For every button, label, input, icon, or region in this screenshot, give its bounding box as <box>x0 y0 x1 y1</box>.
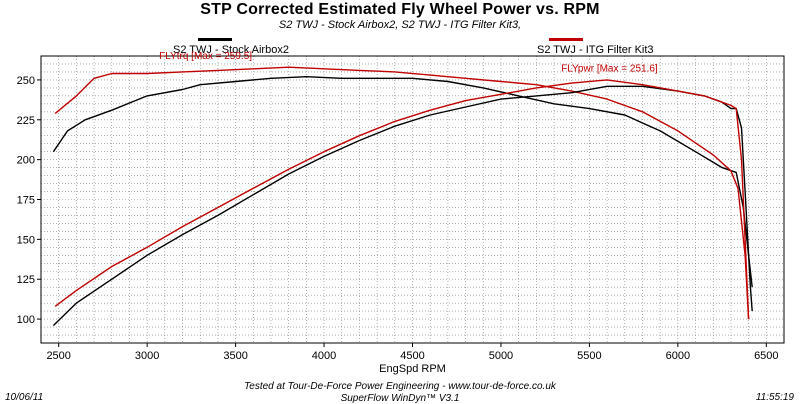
x-tick-label: 5500 <box>577 350 601 362</box>
annotation-flytrq-max: FLYtrq [Max = 259.5] <box>159 51 252 62</box>
x-tick-label: 3000 <box>135 350 159 362</box>
x-tick-label: 6000 <box>666 350 690 362</box>
series-line-stock-flypwr <box>52 85 753 327</box>
footer-date: 10/06/11 <box>5 392 44 403</box>
y-tick-label: 175 <box>17 195 35 207</box>
x-axis: 2500 3000 3500 4000 4500 5000 5500 6000 6500 <box>46 343 779 362</box>
x-tick-label: 3500 <box>223 350 247 362</box>
footer-software: SuperFlow WinDyn™ V3.1 <box>340 393 460 404</box>
legend-swatch-itg <box>549 38 583 41</box>
annotation-flypwr-max: FLYpwr [Max = 251.6] <box>561 63 658 74</box>
x-tick-label: 2500 <box>46 350 70 362</box>
legend-label-itg: S2 TWJ - ITG Filter Kit3 <box>537 44 654 56</box>
series-line-itg-flytrq <box>54 66 750 320</box>
series-line-itg-flypwr <box>54 79 750 320</box>
series-lines <box>52 66 753 327</box>
y-tick-label: 250 <box>17 75 35 87</box>
y-axis: 100 125 150 175 200 225 250 <box>17 75 41 326</box>
series-line-stock-flytrq <box>52 76 753 288</box>
x-tick-label: 4500 <box>400 350 424 362</box>
footer-tested-at: Tested at Tour-De-Force Power Engineerin… <box>244 381 556 392</box>
footer-time: 11:55:19 <box>755 392 794 403</box>
x-tick-label: 5000 <box>489 350 513 362</box>
y-tick-label: 100 <box>17 314 35 326</box>
y-tick-label: 225 <box>17 115 35 127</box>
legend-label-stock: S2 TWJ - Stock Airbox2 <box>173 44 289 56</box>
y-tick-label: 150 <box>17 234 35 246</box>
y-tick-label: 125 <box>17 274 35 286</box>
y-tick-label: 200 <box>17 155 35 167</box>
annotations: FLYtrq [Max = 259.5] FLYpwr [Max = 251.6] <box>159 51 658 75</box>
chart-subtitle: S2 TWJ - Stock Airbox2, S2 TWJ - ITG Fil… <box>278 19 522 31</box>
grid <box>40 55 785 344</box>
x-tick-label: 4000 <box>312 350 336 362</box>
x-tick-label: 6500 <box>754 350 778 362</box>
legend-swatch-stock <box>198 38 232 41</box>
chart-title: STP Corrected Estimated Fly Wheel Power … <box>200 1 600 18</box>
x-axis-label: EngSpd RPM <box>379 363 446 375</box>
